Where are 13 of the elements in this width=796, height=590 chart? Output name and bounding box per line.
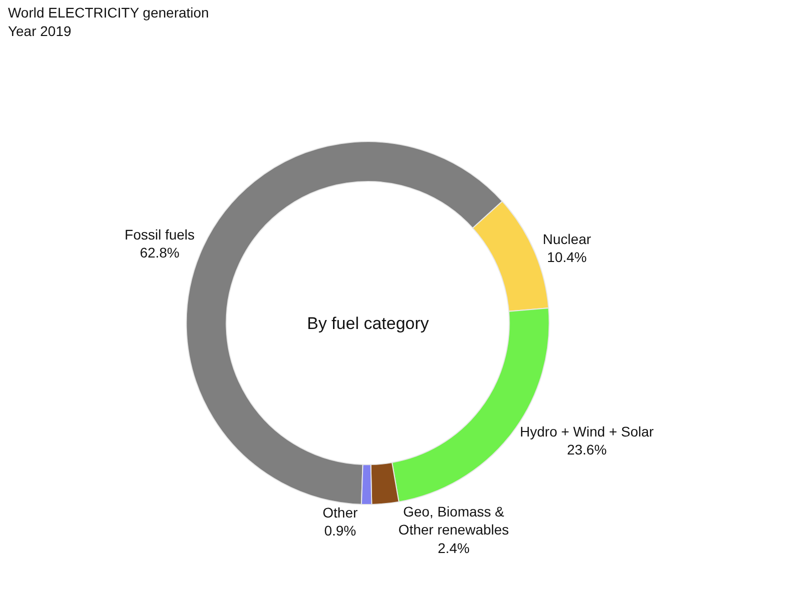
data-label: 10.4% [547, 249, 587, 266]
slice-label: Other [322, 504, 358, 520]
slice-label: Nuclear [542, 231, 592, 248]
data-label: 23.6% [566, 441, 607, 458]
chart-title: World ELECTRICITY generation [8, 4, 209, 21]
slice-label: Fossil fuels [124, 226, 195, 242]
slice-label: Hydro + Wind + Solar [520, 423, 654, 440]
data-label: 0.9% [324, 522, 356, 539]
slice-label: Geo, Biomass & Other renewables [398, 503, 509, 538]
chart-subtitle: Year 2019 [8, 22, 72, 39]
text: By fuel category [307, 314, 430, 333]
data-label: 2.4% [438, 540, 470, 556]
data-label: 62.8% [140, 244, 180, 261]
